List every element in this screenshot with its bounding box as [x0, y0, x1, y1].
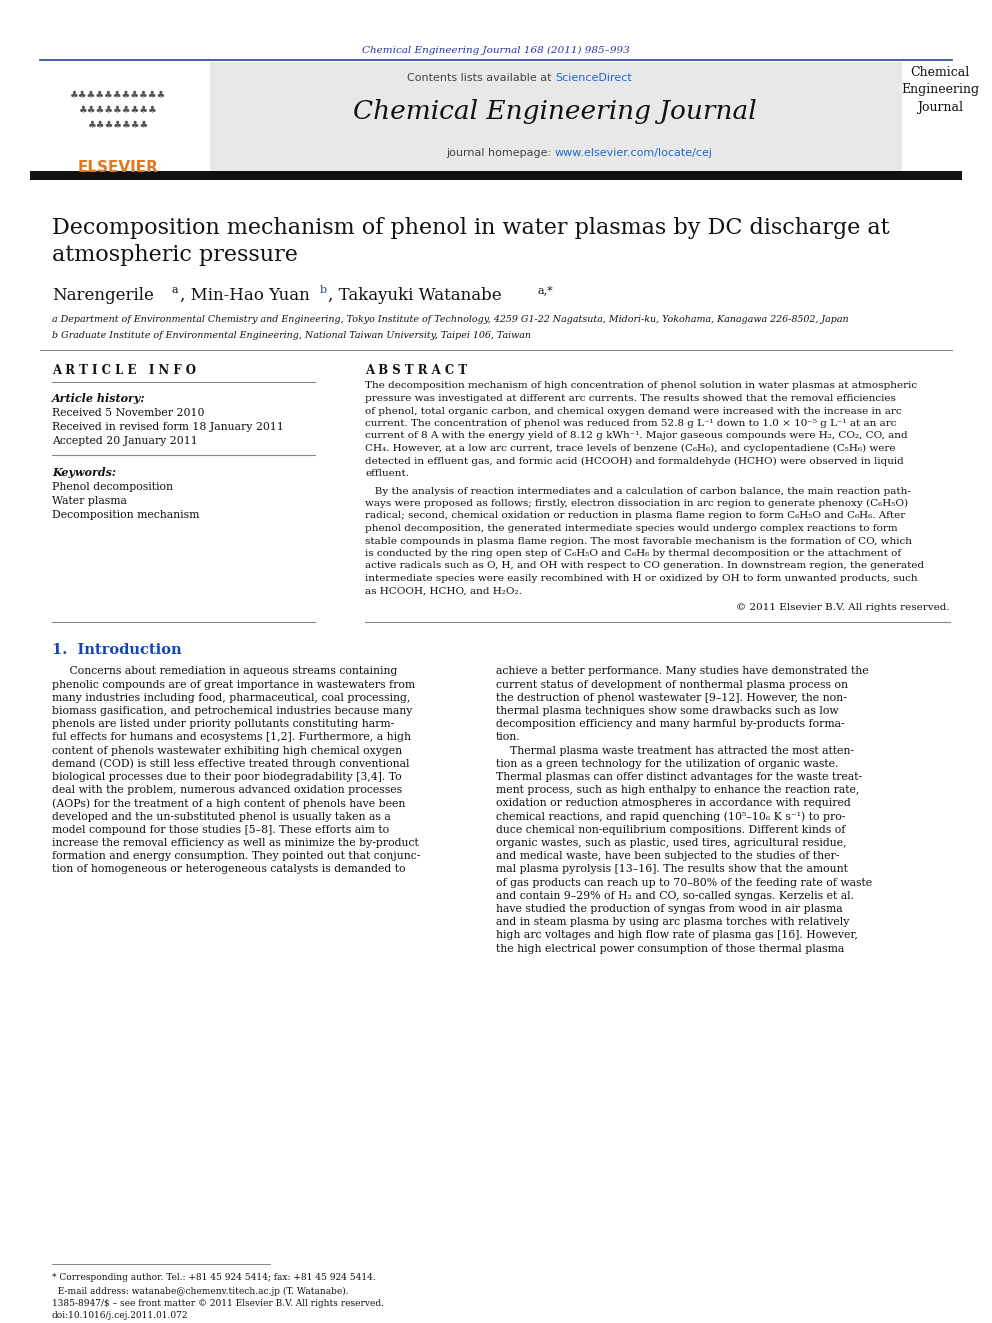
Text: Narengerile: Narengerile [52, 287, 154, 303]
Text: 1385-8947/$ – see front matter © 2011 Elsevier B.V. All rights reserved.: 1385-8947/$ – see front matter © 2011 El… [52, 1298, 384, 1307]
Text: and in steam plasma by using arc plasma torches with relatively: and in steam plasma by using arc plasma … [496, 917, 849, 927]
Text: duce chemical non-equilibrium compositions. Different kinds of: duce chemical non-equilibrium compositio… [496, 826, 845, 835]
Text: mal plasma pyrolysis [13–16]. The results show that the amount: mal plasma pyrolysis [13–16]. The result… [496, 864, 848, 875]
Text: ELSEVIER: ELSEVIER [77, 160, 159, 176]
Text: ♣♣♣♣♣♣♣: ♣♣♣♣♣♣♣ [87, 120, 149, 130]
Text: journal homepage:: journal homepage: [446, 148, 555, 157]
Text: 1.  Introduction: 1. Introduction [52, 643, 182, 656]
Text: (AOPs) for the treatment of a high content of phenols have been: (AOPs) for the treatment of a high conte… [52, 798, 406, 808]
Text: biomass gasification, and petrochemical industries because many: biomass gasification, and petrochemical … [52, 706, 413, 716]
Text: many industries including food, pharmaceutical, coal processing,: many industries including food, pharmace… [52, 693, 411, 703]
Text: intermediate species were easily recombined with H or oxidized by OH to form unw: intermediate species were easily recombi… [365, 574, 918, 583]
Text: Article history:: Article history: [52, 393, 146, 404]
Text: * Corresponding author. Tel.: +81 45 924 5414; fax: +81 45 924 5414.: * Corresponding author. Tel.: +81 45 924… [52, 1274, 376, 1282]
Text: doi:10.1016/j.cej.2011.01.072: doi:10.1016/j.cej.2011.01.072 [52, 1311, 188, 1319]
Text: Received 5 November 2010: Received 5 November 2010 [52, 407, 204, 418]
Text: and contain 9–29% of H₂ and CO, so-called syngas. Kerzelis et al.: and contain 9–29% of H₂ and CO, so-calle… [496, 890, 854, 901]
Text: phenols are listed under priority pollutants constituting harm-: phenols are listed under priority pollut… [52, 720, 394, 729]
Text: Chemical Engineering Journal 168 (2011) 985–993: Chemical Engineering Journal 168 (2011) … [362, 45, 630, 54]
Text: E-mail address: watanabe@chemenv.titech.ac.jp (T. Watanabe).: E-mail address: watanabe@chemenv.titech.… [52, 1286, 348, 1295]
Text: decomposition efficiency and many harmful by-products forma-: decomposition efficiency and many harmfu… [496, 720, 844, 729]
Text: the high electrical power consumption of those thermal plasma: the high electrical power consumption of… [496, 943, 844, 954]
Text: high arc voltages and high flow rate of plasma gas [16]. However,: high arc voltages and high flow rate of … [496, 930, 858, 941]
Text: as HCOOH, HCHO, and H₂O₂.: as HCOOH, HCHO, and H₂O₂. [365, 586, 522, 595]
Text: of phenol, total organic carbon, and chemical oxygen demand were increased with : of phenol, total organic carbon, and che… [365, 406, 902, 415]
Text: formation and energy consumption. They pointed out that conjunc-: formation and energy consumption. They p… [52, 851, 421, 861]
Text: have studied the production of syngas from wood in air plasma: have studied the production of syngas fr… [496, 904, 842, 914]
Text: active radicals such as O, H, and OH with respect to CO generation. In downstrea: active radicals such as O, H, and OH wit… [365, 561, 925, 570]
Text: developed and the un-substituted phenol is usually taken as a: developed and the un-substituted phenol … [52, 812, 391, 822]
Text: and medical waste, have been subjected to the studies of ther-: and medical waste, have been subjected t… [496, 851, 839, 861]
Text: CH₄. However, at a low arc current, trace levels of benzene (C₆H₆), and cyclopen: CH₄. However, at a low arc current, trac… [365, 445, 896, 452]
Text: Accepted 20 January 2011: Accepted 20 January 2011 [52, 437, 197, 446]
Text: www.elsevier.com/locate/cej: www.elsevier.com/locate/cej [555, 148, 713, 157]
Text: effluent.: effluent. [365, 468, 409, 478]
Text: Phenol decomposition: Phenol decomposition [52, 482, 173, 492]
Text: ment process, such as high enthalpy to enhance the reaction rate,: ment process, such as high enthalpy to e… [496, 786, 859, 795]
Text: a Department of Environmental Chemistry and Engineering, Tokyo Institute of Tech: a Department of Environmental Chemistry … [52, 315, 848, 324]
Text: atmospheric pressure: atmospheric pressure [52, 243, 298, 266]
Text: Decomposition mechanism of phenol in water plasmas by DC discharge at: Decomposition mechanism of phenol in wat… [52, 217, 890, 239]
Text: Water plasma: Water plasma [52, 496, 127, 505]
Text: tion of homogeneous or heterogeneous catalysts is demanded to: tion of homogeneous or heterogeneous cat… [52, 864, 406, 875]
Text: tion as a green technology for the utilization of organic waste.: tion as a green technology for the utili… [496, 759, 838, 769]
Text: chemical reactions, and rapid quenching (10⁵–10₆ K s⁻¹) to pro-: chemical reactions, and rapid quenching … [496, 811, 845, 822]
Text: Thermal plasma waste treatment has attracted the most atten-: Thermal plasma waste treatment has attra… [496, 746, 854, 755]
Text: increase the removal efficiency as well as minimize the by-product: increase the removal efficiency as well … [52, 837, 419, 848]
Text: biological processes due to their poor biodegradability [3,4]. To: biological processes due to their poor b… [52, 773, 402, 782]
Text: tion.: tion. [496, 733, 521, 742]
Text: deal with the problem, numerous advanced oxidation processes: deal with the problem, numerous advanced… [52, 786, 402, 795]
Text: content of phenols wastewater exhibiting high chemical oxygen: content of phenols wastewater exhibiting… [52, 746, 402, 755]
Text: is conducted by the ring open step of C₆H₅O and C₆H₆ by thermal decomposition or: is conducted by the ring open step of C₆… [365, 549, 901, 558]
Text: thermal plasma techniques show some drawbacks such as low: thermal plasma techniques show some draw… [496, 706, 838, 716]
Text: ♣♣♣♣♣♣♣♣♣: ♣♣♣♣♣♣♣♣♣ [78, 105, 158, 115]
FancyBboxPatch shape [210, 62, 902, 172]
Text: phenolic compounds are of great importance in wastewaters from: phenolic compounds are of great importan… [52, 680, 415, 689]
Text: Keywords:: Keywords: [52, 467, 116, 478]
Text: the destruction of phenol wastewater [9–12]. However, the non-: the destruction of phenol wastewater [9–… [496, 693, 847, 703]
Text: ScienceDirect: ScienceDirect [555, 73, 632, 83]
Text: , Takayuki Watanabe: , Takayuki Watanabe [328, 287, 502, 303]
Text: Concerns about remediation in aqueous streams containing: Concerns about remediation in aqueous st… [52, 667, 398, 676]
Text: © 2011 Elsevier B.V. All rights reserved.: © 2011 Elsevier B.V. All rights reserved… [736, 603, 950, 613]
Text: radical; second, chemical oxidation or reduction in plasma flame region to form : radical; second, chemical oxidation or r… [365, 512, 906, 520]
Text: Chemical Engineering Journal: Chemical Engineering Journal [353, 99, 757, 124]
Text: oxidation or reduction atmospheres in accordance with required: oxidation or reduction atmospheres in ac… [496, 799, 851, 808]
Text: achieve a better performance. Many studies have demonstrated the: achieve a better performance. Many studi… [496, 667, 869, 676]
Text: phenol decomposition, the generated intermediate species would undergo complex r: phenol decomposition, the generated inte… [365, 524, 898, 533]
Text: Thermal plasmas can offer distinct advantages for the waste treat-: Thermal plasmas can offer distinct advan… [496, 773, 862, 782]
Text: A B S T R A C T: A B S T R A C T [365, 364, 467, 377]
Text: Decomposition mechanism: Decomposition mechanism [52, 509, 199, 520]
Text: stable compounds in plasma flame region. The most favorable mechanism is the for: stable compounds in plasma flame region.… [365, 537, 912, 545]
Text: a: a [172, 284, 179, 295]
Text: A R T I C L E   I N F O: A R T I C L E I N F O [52, 364, 196, 377]
FancyBboxPatch shape [30, 171, 962, 180]
Text: The decomposition mechanism of high concentration of phenol solution in water pl: The decomposition mechanism of high conc… [365, 381, 918, 390]
Text: , Min-Hao Yuan: , Min-Hao Yuan [180, 287, 310, 303]
Text: current. The concentration of phenol was reduced from 52.8 g L⁻¹ down to 1.0 × 1: current. The concentration of phenol was… [365, 419, 897, 429]
Text: ful effects for humans and ecosystems [1,2]. Furthermore, a high: ful effects for humans and ecosystems [1… [52, 733, 411, 742]
Text: organic wastes, such as plastic, used tires, agricultural residue,: organic wastes, such as plastic, used ti… [496, 837, 846, 848]
FancyBboxPatch shape [30, 62, 208, 172]
Text: Chemical
Engineering
Journal: Chemical Engineering Journal [901, 66, 979, 115]
Text: detected in effluent gas, and formic acid (HCOOH) and formaldehyde (HCHO) were o: detected in effluent gas, and formic aci… [365, 456, 904, 466]
Text: b Graduate Institute of Environmental Engineering, National Taiwan University, T: b Graduate Institute of Environmental En… [52, 331, 531, 340]
Text: a,*: a,* [537, 284, 553, 295]
Text: ways were proposed as follows; firstly, electron dissociation in arc region to g: ways were proposed as follows; firstly, … [365, 499, 908, 508]
Text: current of 8 A with the energy yield of 8.12 g kWh⁻¹. Major gaseous compounds we: current of 8 A with the energy yield of … [365, 431, 908, 441]
Text: ♣♣♣♣♣♣♣♣♣♣♣: ♣♣♣♣♣♣♣♣♣♣♣ [69, 90, 166, 101]
Text: b: b [320, 284, 327, 295]
Text: demand (COD) is still less effective treated through conventional: demand (COD) is still less effective tre… [52, 758, 410, 769]
Text: By the analysis of reaction intermediates and a calculation of carbon balance, t: By the analysis of reaction intermediate… [365, 487, 911, 496]
Text: model compound for those studies [5–8]. These efforts aim to: model compound for those studies [5–8]. … [52, 826, 389, 835]
Text: pressure was investigated at different arc currents. The results showed that the: pressure was investigated at different a… [365, 394, 896, 404]
Text: current status of development of nonthermal plasma process on: current status of development of nonther… [496, 680, 848, 689]
Text: Received in revised form 18 January 2011: Received in revised form 18 January 2011 [52, 422, 284, 433]
Text: Contents lists available at: Contents lists available at [407, 73, 555, 83]
Text: of gas products can reach up to 70–80% of the feeding rate of waste: of gas products can reach up to 70–80% o… [496, 877, 872, 888]
